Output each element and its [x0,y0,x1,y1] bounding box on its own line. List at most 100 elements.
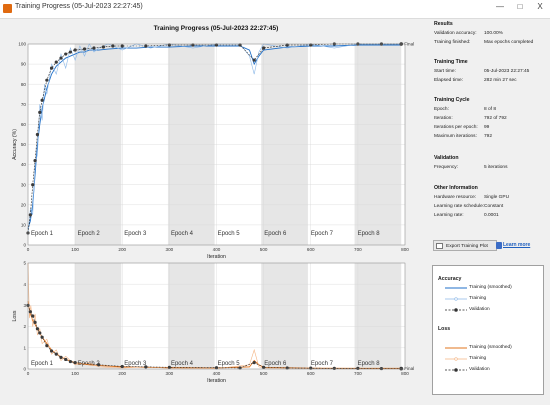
loss-validation-point [73,361,77,365]
loss-validation-point [35,327,40,331]
accuracy-ytick-label: 60 [21,122,27,127]
accuracy-ytick-label: 40 [21,162,27,167]
loss-validation-point [68,359,73,364]
accuracy-epoch-label: Epoch 2 [78,231,101,237]
accuracy-final-label: Final [404,42,414,47]
accuracy-epoch-label: Epoch 3 [124,231,147,237]
loss-xtick-label: 100 [71,371,79,376]
legend-swatches [445,287,467,372]
loss-validation-point [332,366,336,370]
accuracy-ytick-label: 50 [21,142,27,147]
loss-validation-point [33,320,37,324]
loss-ytick-label: 3 [23,303,26,308]
accuracy-xlabel: Iteration [207,254,226,260]
loss-validation-point [252,361,256,365]
frequency-label: Frequency: [434,165,458,170]
loss-epoch-band [74,263,122,369]
loss-epoch-label: Epoch 5 [218,361,241,367]
accuracy-validation-point [40,98,44,102]
accuracy-ytick-label: 80 [21,82,27,87]
loss-validation-point [64,357,68,362]
loss-epoch-label: Epoch 1 [31,361,54,367]
accuracy-validation-point [54,60,58,64]
loss-xtick-label: 800 [401,371,409,376]
start-time-value: 05-Jul-2023 22:27:45 [484,69,530,74]
loss-xtick-label: 400 [213,371,221,376]
maximum-iterations-label: Maximum iterations: [434,134,477,139]
plots-area: Training Progress (05-Jul-2023 22:27:45)… [0,19,428,400]
accuracy-xtick-label: 700 [354,247,362,252]
loss-validation-point [38,331,42,335]
loss-epoch-label: Epoch 4 [171,361,194,367]
accuracy-validation-point [92,46,96,50]
accuracy-ytick-label: 90 [21,62,27,67]
loss-xtick-label: 300 [166,371,174,376]
accuracy-validation-point [111,44,115,48]
minimize-button[interactable]: — [496,2,504,11]
legend-box: Accuracy Training (smoothed) Training Va… [432,265,544,395]
loss-validation-point [120,364,124,369]
loss-xtick-label: 700 [354,371,362,376]
accuracy-validation-point [59,56,63,60]
legend-loss-val-label: Validation [469,367,490,372]
accuracy-ytick-label: 20 [21,202,27,207]
other-info-header: Other Information [434,185,478,191]
loss-xtick-label: 0 [27,371,30,376]
accuracy-validation-point [262,46,266,50]
epoch-value: 8 of 8 [484,107,497,112]
legend-accuracy-header: Accuracy [438,276,462,282]
accuracy-validation-point [120,44,124,48]
loss-validation-point [238,366,242,370]
accuracy-ytick-label: 100 [18,42,26,47]
help-icon [496,242,502,249]
legend-loss-smooth-label: Training (smoothed) [469,345,512,350]
loss-series-training [27,262,402,370]
loss-xtick-label: 200 [118,371,126,376]
epoch-label: Epoch: [434,107,449,112]
accuracy-series-training [27,43,402,235]
loss-xtick-label: 500 [260,371,268,376]
accuracy-ytick-label: 70 [21,102,27,107]
loss-epoch-label: Epoch 7 [311,361,334,367]
iteration-value: 792 of 792 [484,116,507,121]
loss-validation-point [214,366,219,370]
accuracy-validation-point [49,66,54,70]
iteration-label: Iteration: [434,116,453,121]
validation-accuracy-value: 100.00% [484,31,503,36]
accuracy-epoch-label: Epoch 8 [358,231,381,237]
legend-loss-val-marker [454,368,458,372]
learning-rate-schedule-label: Learning rate schedule: [434,204,485,209]
accuracy-epoch-label: Epoch 5 [218,231,241,237]
maximize-button[interactable]: □ [517,2,523,11]
accuracy-validation-point [82,47,87,51]
training-cycle-header: Training Cycle [434,97,470,103]
loss-epoch-band [167,263,215,369]
frequency-value: 5 iterations [484,165,508,170]
loss-xlabel: Iteration [207,378,226,384]
loss-series-validation [27,305,402,369]
close-button[interactable]: X [537,2,543,11]
loss-validation-point [31,314,35,318]
loss-validation-point [49,349,54,353]
iterations-per-epoch-label: Iterations per epoch: [434,125,478,130]
loss-validation-point [59,355,63,359]
loss-validation-point [167,365,171,369]
legend-acc-val-label: Validation [469,307,490,312]
info-panel: Results Validation accuracy: 100.00% Tra… [428,19,550,264]
accuracy-ytick-label: 30 [21,182,27,187]
accuracy-validation-point [68,50,73,54]
legend-acc-train-marker [454,297,458,301]
export-training-plot-button[interactable]: Export Training Plot [433,240,497,251]
accuracy-ytick-label: 10 [21,223,27,228]
accuracy-validation-point [31,183,35,187]
accuracy-epoch-label: Epoch 7 [311,231,334,237]
accuracy-ytick-label: 0 [23,243,26,248]
legend-acc-train-label: Training [469,296,487,301]
accuracy-epoch-label: Epoch 1 [31,231,54,237]
learn-more-link[interactable]: Learn more [503,242,531,248]
accuracy-validation-point [252,58,256,62]
window-titlebar: Training Progress (05-Jul-2023 22:27:45)… [0,0,550,19]
maximum-iterations-value: 792 [484,134,493,139]
accuracy-xtick-label: 600 [307,247,315,252]
accuracy-validation-point [45,78,49,82]
